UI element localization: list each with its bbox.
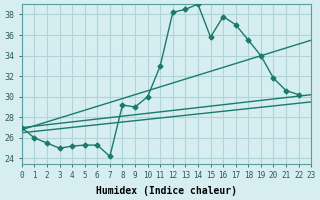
X-axis label: Humidex (Indice chaleur): Humidex (Indice chaleur): [96, 186, 237, 196]
